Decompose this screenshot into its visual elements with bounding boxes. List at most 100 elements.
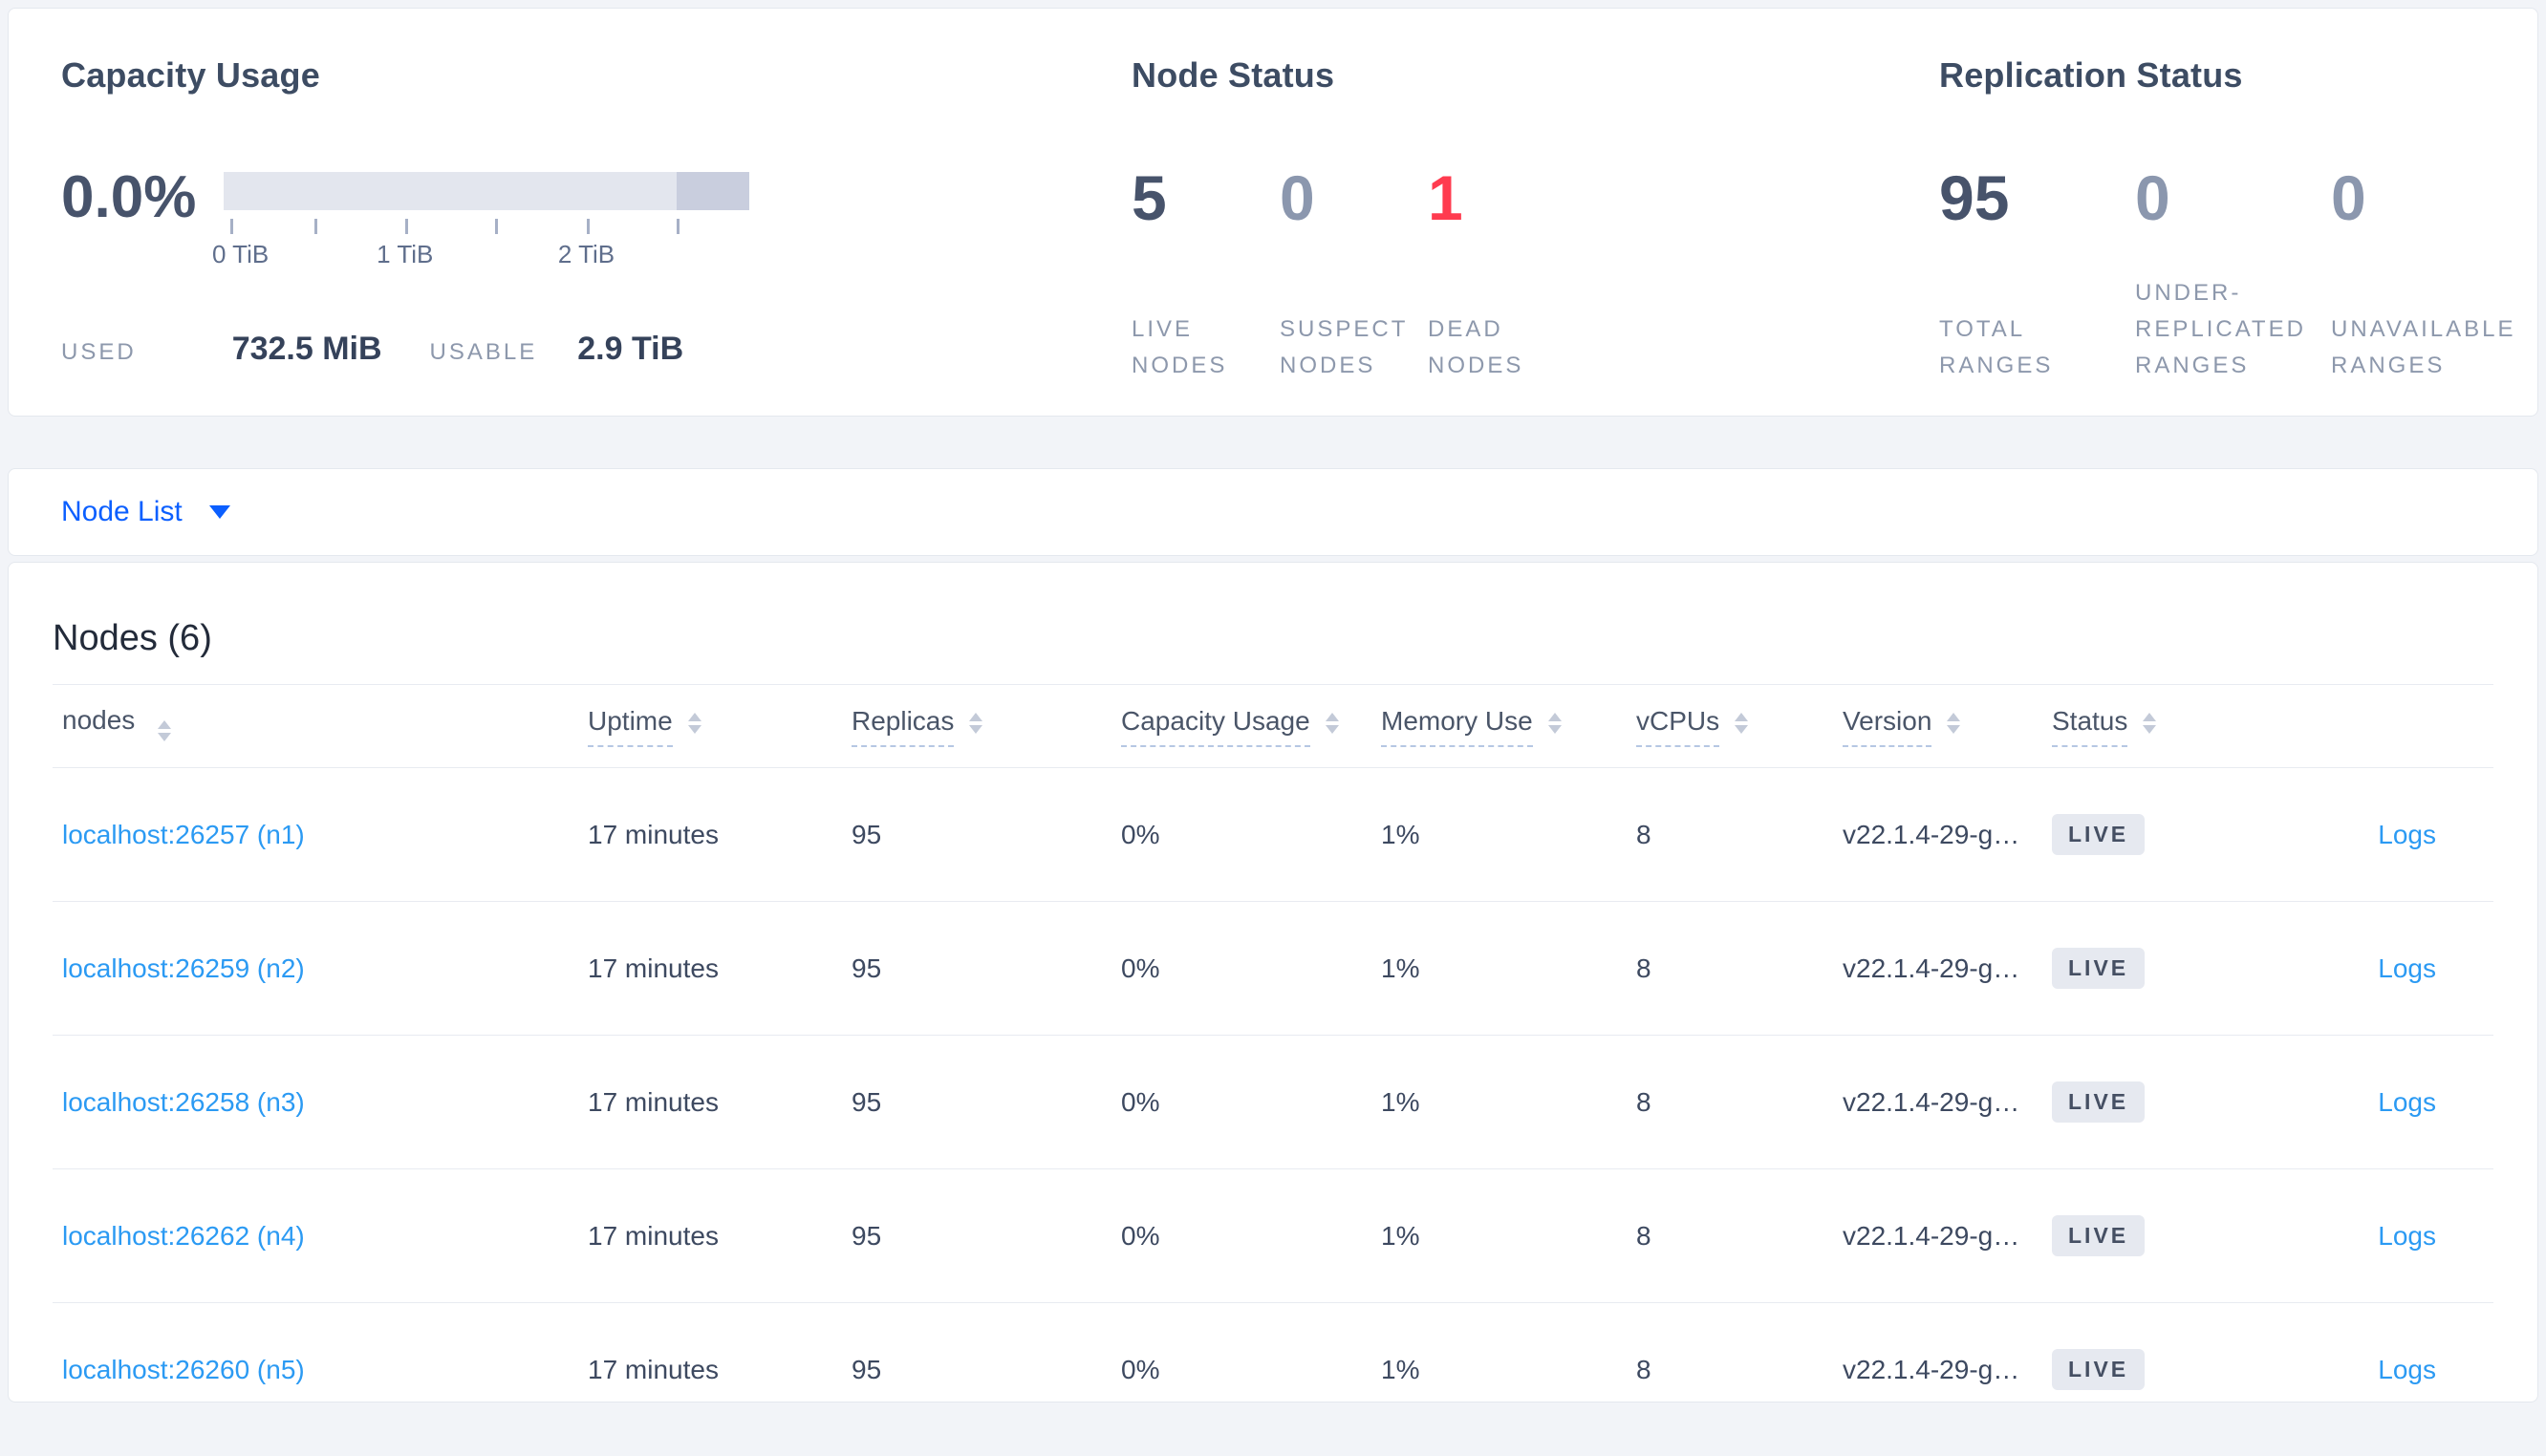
- column-header-uptime[interactable]: Uptime: [588, 684, 852, 768]
- capacity-usage-section: Capacity Usage 0.0% 0 TiB 1 TiB: [61, 53, 1132, 416]
- logs-link[interactable]: Logs: [2378, 1086, 2436, 1117]
- used-value: 732.5 MiB: [231, 331, 382, 367]
- suspect-nodes-value: 0: [1280, 162, 1315, 233]
- memory-cell: 1%: [1381, 767, 1636, 902]
- logs-link[interactable]: Logs: [2378, 1354, 2436, 1384]
- column-header-nodes[interactable]: nodes: [53, 684, 588, 768]
- replicas-cell: 95: [852, 901, 1121, 1036]
- nodes-heading: Nodes (6): [53, 618, 212, 658]
- column-header-replicas[interactable]: Replicas: [852, 684, 1121, 768]
- axis-tick: [495, 219, 499, 234]
- logs-link[interactable]: Logs: [2378, 819, 2436, 849]
- sort-toggle-icon: [1735, 713, 1749, 734]
- axis-tick: [229, 219, 233, 234]
- live-nodes-stat: 5 LIVE NODES: [1132, 160, 1280, 384]
- axis-label: 1 TiB: [377, 240, 434, 268]
- nodes-table: nodes Uptime Replicas: [53, 684, 2493, 1402]
- table-row: localhost:26262 (n4) 17 minutes 95 0% 1%…: [53, 1168, 2493, 1303]
- unavailable-ranges-label: UNAVAILABLE RANGES: [2331, 316, 2516, 378]
- table-row: localhost:26257 (n1) 17 minutes 95 0% 1%…: [53, 767, 2493, 902]
- axis-tick: [586, 219, 590, 234]
- total-ranges-stat: 95 TOTAL RANGES: [1939, 160, 2135, 384]
- sort-toggle-icon: [158, 720, 172, 741]
- under-replicated-ranges-stat: 0 UNDER-REPLICATED RANGES: [2135, 160, 2331, 384]
- replication-status-stats: 95 TOTAL RANGES 0 UNDER-REPLICATED RANGE…: [1939, 160, 2537, 384]
- status-badge: LIVE: [2052, 1081, 2146, 1123]
- sort-toggle-icon: [687, 713, 701, 734]
- view-selector-bar: Node List: [8, 468, 2538, 556]
- uptime-cell: 17 minutes: [588, 767, 852, 902]
- uptime-cell: 17 minutes: [588, 1168, 852, 1303]
- sort-toggle-icon: [2143, 713, 2157, 734]
- suspect-nodes-stat: 0 SUSPECT NODES: [1280, 160, 1428, 384]
- status-cell: LIVE: [2052, 1035, 2294, 1169]
- dead-nodes-stat: 1 DEAD NODES: [1428, 160, 1576, 384]
- capacity-axis-ticks: [224, 219, 749, 234]
- vcpus-cell: 8: [1636, 767, 1843, 902]
- column-header-memory-use[interactable]: Memory Use: [1381, 684, 1636, 768]
- node-link[interactable]: localhost:26257 (n1): [62, 819, 305, 849]
- live-nodes-value: 5: [1132, 162, 1167, 233]
- status-cell: LIVE: [2052, 901, 2294, 1036]
- sort-toggle-icon: [1947, 713, 1961, 734]
- node-status-title: Node Status: [1132, 55, 1335, 95]
- dead-nodes-value: 1: [1428, 162, 1463, 233]
- column-header-capacity-usage[interactable]: Capacity Usage: [1121, 684, 1381, 768]
- under-replicated-ranges-value: 0: [2135, 162, 2170, 233]
- usable-value: 2.9 TiB: [577, 331, 684, 367]
- vcpus-cell: 8: [1636, 1168, 1843, 1303]
- capacity-cell: 0%: [1121, 767, 1381, 902]
- suspect-nodes-label: SUSPECT NODES: [1280, 316, 1408, 378]
- logs-link[interactable]: Logs: [2378, 953, 2436, 983]
- replication-status-section: Replication Status 95 TOTAL RANGES 0 UND…: [1939, 53, 2537, 416]
- column-header-status[interactable]: Status: [2052, 684, 2294, 768]
- status-badge: LIVE: [2052, 1215, 2146, 1256]
- uptime-cell: 17 minutes: [588, 901, 852, 1036]
- usable-label: USABLE: [429, 339, 538, 365]
- capacity-usage-body: 0.0% 0 TiB 1 TiB 2 TiB: [61, 160, 1132, 384]
- status-badge: LIVE: [2052, 1349, 2146, 1390]
- chevron-down-icon: [208, 505, 230, 519]
- status-cell: LIVE: [2052, 767, 2294, 902]
- node-link[interactable]: localhost:26262 (n4): [62, 1220, 305, 1251]
- capacity-cell: 0%: [1121, 1035, 1381, 1169]
- version-cell: v22.1.4-29-g…: [1843, 1302, 2052, 1402]
- version-cell: v22.1.4-29-g…: [1843, 901, 2052, 1036]
- unavailable-ranges-stat: 0 UNAVAILABLE RANGES: [2331, 160, 2527, 384]
- replicas-cell: 95: [852, 1035, 1121, 1169]
- total-ranges-value: 95: [1939, 162, 2010, 233]
- status-badge: LIVE: [2052, 814, 2146, 855]
- sort-toggle-icon: [1325, 713, 1339, 734]
- total-ranges-label: TOTAL RANGES: [1939, 316, 2054, 378]
- dead-nodes-label: DEAD NODES: [1428, 316, 1524, 378]
- version-cell: v22.1.4-29-g…: [1843, 767, 2052, 902]
- column-header-version[interactable]: Version: [1843, 684, 2052, 768]
- logs-link[interactable]: Logs: [2378, 1220, 2436, 1251]
- nodes-table-card: Nodes (6) nodes Uptime: [8, 562, 2538, 1402]
- node-link[interactable]: localhost:26259 (n2): [62, 953, 305, 983]
- axis-label: 2 TiB: [557, 240, 615, 268]
- node-link[interactable]: localhost:26258 (n3): [62, 1086, 305, 1117]
- capacity-bar: [224, 172, 749, 210]
- used-label: USED: [61, 339, 137, 365]
- memory-cell: 1%: [1381, 1302, 1636, 1402]
- axis-tick: [404, 219, 408, 234]
- memory-cell: 1%: [1381, 1168, 1636, 1303]
- node-list-dropdown-label: Node List: [61, 496, 183, 527]
- replicas-cell: 95: [852, 1302, 1121, 1402]
- capacity-cell: 0%: [1121, 1302, 1381, 1402]
- status-badge: LIVE: [2052, 948, 2146, 989]
- axis-label: 0 TiB: [211, 240, 270, 268]
- replication-status-title: Replication Status: [1939, 55, 2243, 95]
- node-link[interactable]: localhost:26260 (n5): [62, 1354, 305, 1384]
- column-header-logs: [2294, 684, 2493, 768]
- node-list-dropdown[interactable]: Node List: [61, 496, 230, 528]
- under-replicated-ranges-label: UNDER-REPLICATED RANGES: [2135, 280, 2306, 378]
- status-cell: LIVE: [2052, 1302, 2294, 1402]
- live-nodes-label: LIVE NODES: [1132, 316, 1228, 378]
- replicas-cell: 95: [852, 767, 1121, 902]
- table-row: localhost:26259 (n2) 17 minutes 95 0% 1%…: [53, 901, 2493, 1036]
- cluster-summary-card: Capacity Usage 0.0% 0 TiB 1 TiB: [8, 8, 2538, 417]
- column-header-vcpus[interactable]: vCPUs: [1636, 684, 1843, 768]
- capacity-percent-value: 0.0%: [61, 164, 197, 230]
